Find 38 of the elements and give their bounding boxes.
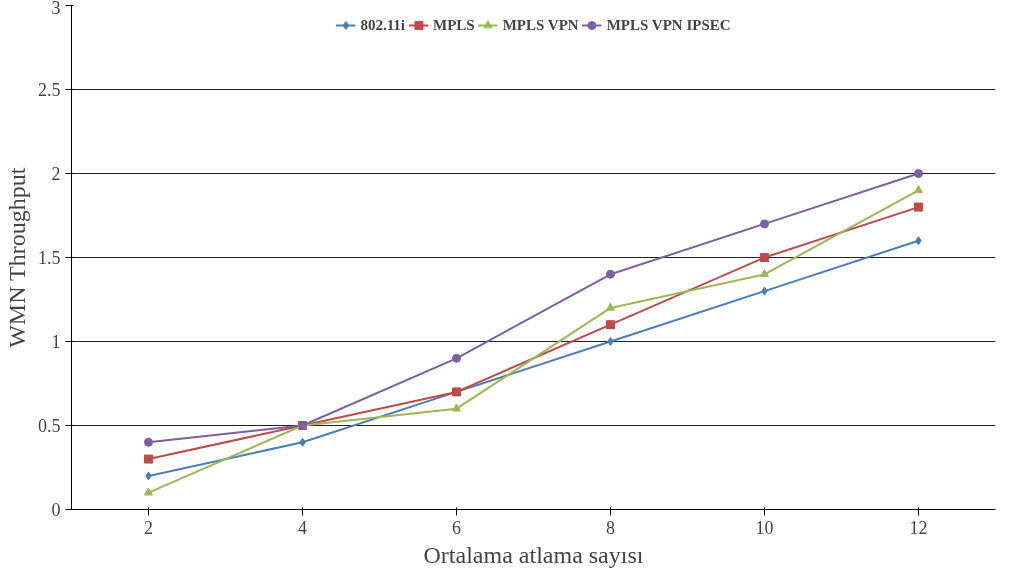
point — [452, 353, 461, 363]
legend-label: MPLS VPN IPSEC — [606, 16, 731, 34]
y-tick-label: 2 — [51, 164, 61, 184]
x-tick-label: 12 — [909, 517, 928, 538]
point — [144, 454, 153, 464]
legend-label: MPLS VPN — [502, 16, 579, 34]
point — [760, 269, 769, 278]
y-tick-label: 0 — [51, 500, 61, 520]
y-axis-title: WMN Throughput — [4, 167, 30, 348]
point — [914, 202, 923, 212]
y-tick-label: 2.5 — [38, 80, 61, 100]
y-tick-label: 1.5 — [38, 248, 61, 268]
point — [914, 185, 923, 194]
x-tick-label: 10 — [755, 517, 774, 538]
point — [914, 169, 923, 178]
x-tick-label: 6 — [452, 517, 461, 538]
point — [299, 437, 306, 447]
x-tick-label: 4 — [298, 517, 307, 538]
point — [760, 253, 769, 262]
y-tick-label: 3 — [51, 0, 61, 18]
y-tick-label: 0.5 — [38, 416, 61, 436]
point — [606, 320, 615, 330]
x-tick-label: 8 — [606, 517, 615, 538]
point — [606, 302, 615, 311]
point — [145, 471, 152, 481]
point — [915, 236, 922, 246]
point — [606, 269, 615, 279]
x-tick-label: 2 — [144, 517, 153, 538]
legend-label: MPLS — [433, 16, 475, 34]
point — [144, 487, 153, 496]
point — [761, 286, 768, 296]
point — [760, 219, 769, 229]
y-tick-label: 1 — [51, 332, 61, 352]
point — [607, 337, 614, 346]
point — [144, 437, 153, 447]
point — [452, 403, 461, 412]
legend-label: 802.11i — [360, 16, 406, 34]
x-axis-title: Ortalama atlama sayısı — [423, 541, 644, 568]
